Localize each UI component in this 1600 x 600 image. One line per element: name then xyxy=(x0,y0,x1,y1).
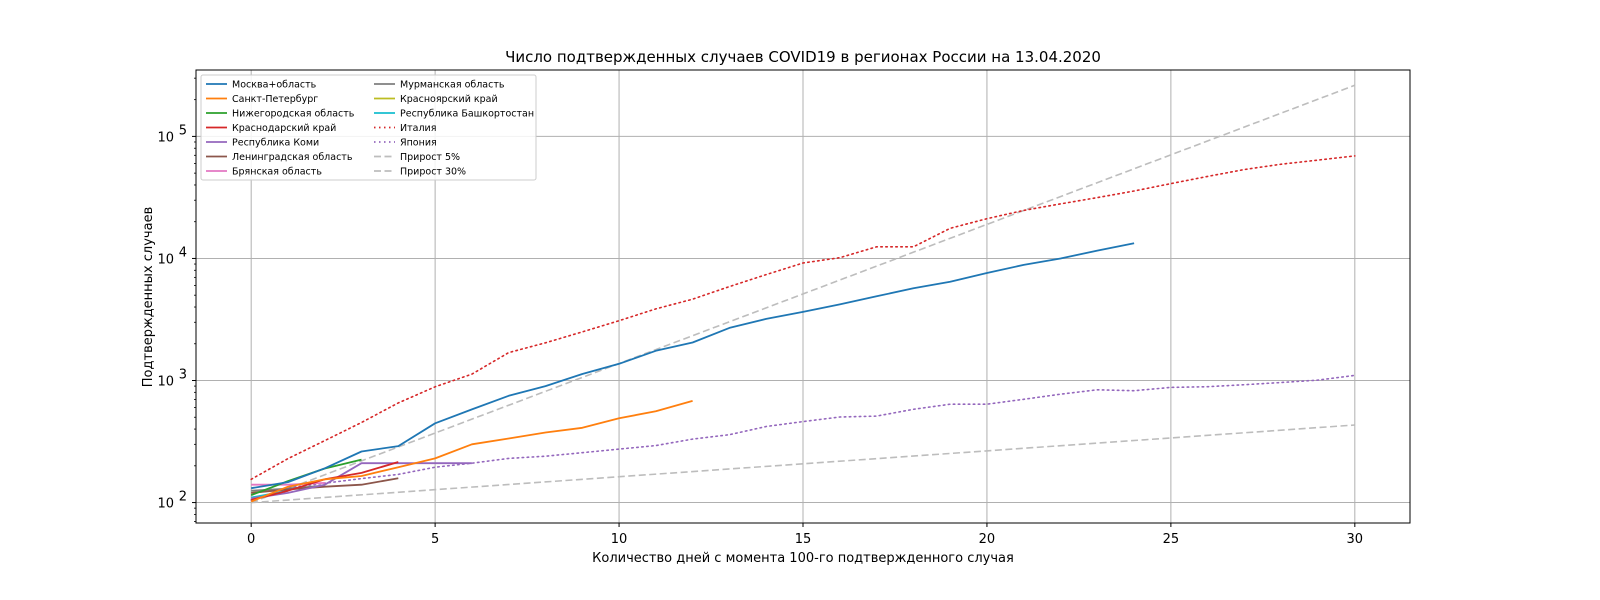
x-tick-label: 5 xyxy=(431,532,439,547)
y-tick-exponent: 3 xyxy=(179,368,187,383)
y-tick-label: 10 xyxy=(157,252,174,267)
series-line xyxy=(251,242,1135,490)
series-line xyxy=(250,155,1356,481)
legend-box xyxy=(200,74,537,181)
legend-label: Ленинградская область xyxy=(232,152,353,163)
chart-title: Число подтвержденных случаев COVID19 в р… xyxy=(505,48,1101,66)
legend: Москва+область Санкт-Петербург Нижегородск… xyxy=(200,74,537,181)
legend-label: Прирост 30% xyxy=(400,167,466,178)
legend-label: Москва+область xyxy=(232,80,317,91)
y-tick-label: 10 xyxy=(157,497,174,512)
y-axis-title: Подтвержденных случаев xyxy=(141,207,156,387)
x-axis-title: Количество дней с момента 100-го подтвер… xyxy=(592,551,1014,566)
y-tick-label: 10 xyxy=(157,375,174,390)
legend-label: Нижегородская область xyxy=(232,109,355,120)
plot-lines xyxy=(250,84,1356,504)
legend-label: Прирост 5% xyxy=(400,152,460,163)
series-line xyxy=(250,84,1356,504)
x-tick-label: 10 xyxy=(611,532,628,547)
x-tick-label: 25 xyxy=(1163,532,1180,547)
legend-label: Республика Коми xyxy=(232,138,319,149)
series-line xyxy=(251,462,472,500)
x-tick-label: 0 xyxy=(247,532,255,547)
series-line xyxy=(251,424,1355,504)
legend-label: Красноярский край xyxy=(400,94,498,105)
x-tick-label: 20 xyxy=(979,532,996,547)
series-line xyxy=(251,477,399,494)
y-tick-label: 10 xyxy=(157,130,174,145)
series-line xyxy=(250,400,693,503)
legend-label: Мурманская область xyxy=(400,80,505,91)
legend-label: Брянская область xyxy=(232,167,322,178)
y-tick-exponent: 5 xyxy=(179,123,187,138)
legend-label: Краснодарский край xyxy=(232,123,336,134)
legend-label: Италия xyxy=(400,123,436,134)
y-tick-exponent: 4 xyxy=(179,245,187,260)
legend-label: Республика Башкортостан xyxy=(400,109,534,120)
legend-label: Санкт-Петербург xyxy=(232,94,318,105)
legend-label: Япония xyxy=(400,138,437,149)
x-tick-label: 15 xyxy=(795,532,812,547)
y-tick-exponent: 2 xyxy=(179,490,187,505)
axis-ticks: 0 5 10 15 20 25 30 10 2 10 3 10 4 10 5 xyxy=(157,77,1364,547)
x-tick-label: 30 xyxy=(1347,532,1364,547)
